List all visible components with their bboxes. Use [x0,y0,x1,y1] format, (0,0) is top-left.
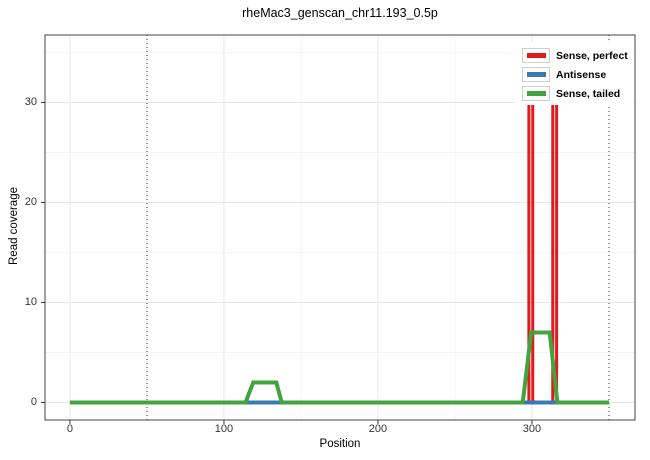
legend-color-swatch [526,91,546,96]
legend-label: Sense, tailed [556,87,621,100]
x-axis-title: Position [319,438,361,450]
panel-border [44,34,636,421]
legend-color-swatch [526,72,546,77]
x-tick-label: 100 [214,423,234,435]
legend-item: Sense, tailed [516,84,633,103]
legend-color-swatch [526,53,546,58]
legend-key-box [522,86,550,101]
y-tick-label: 10 [24,295,37,308]
legend-item: Antisense [516,65,633,84]
legend-label: Antisense [556,68,607,81]
y-tick-label: 0 [30,395,37,408]
series-line-sense-tailed [69,330,609,405]
x-tick-label: 0 [66,423,73,435]
legend-item: Sense, perfect [516,46,633,65]
legend-key-box [522,67,550,82]
legend: Sense, perfect Antisense Sense, tailed [516,43,633,105]
y-tick-label: 30 [24,95,37,108]
y-tick-label: 20 [24,195,37,208]
legend-label: Sense, perfect [556,49,628,62]
x-tick-label: 200 [368,423,388,435]
y-axis-title: Read coverage [8,187,20,265]
x-tick-label: 300 [522,423,542,435]
legend-key-box [522,48,550,63]
plot-title: rheMac3_genscan_chr11.193_0.5p [242,6,438,20]
